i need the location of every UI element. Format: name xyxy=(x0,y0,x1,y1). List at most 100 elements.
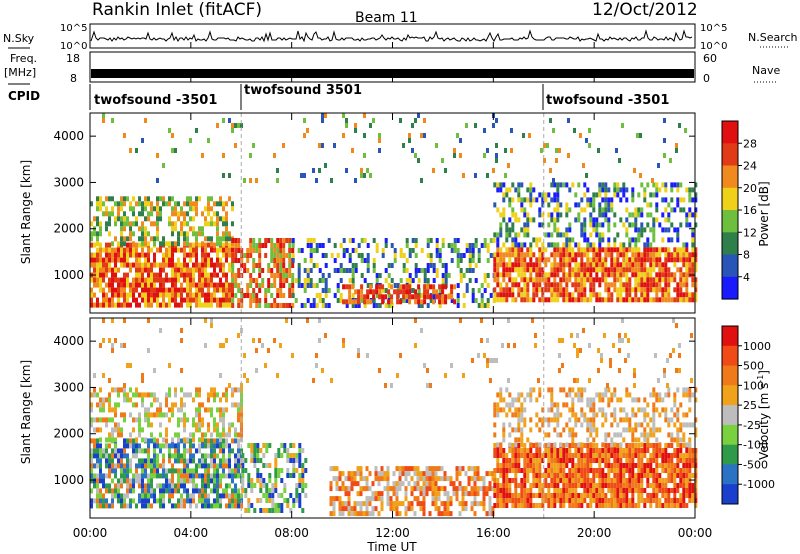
velocity-cell xyxy=(610,468,614,473)
velocity-cell xyxy=(225,493,228,499)
power-cell xyxy=(228,267,231,273)
velocity-cell xyxy=(613,412,617,418)
velocity-cell xyxy=(292,458,296,463)
power-cell xyxy=(366,289,370,295)
velocity-cell xyxy=(592,488,596,493)
velocity-cell xyxy=(526,453,530,458)
velocity-cell xyxy=(177,417,180,423)
power-colorbar-tick-label: 12 xyxy=(743,226,757,239)
velocity-cell xyxy=(661,397,665,403)
velocity-cell xyxy=(464,501,468,507)
power-cell xyxy=(231,303,235,308)
velocity-cell xyxy=(225,443,228,449)
velocity-cell xyxy=(610,412,614,418)
velocity-cell xyxy=(141,478,144,484)
power-cell xyxy=(565,277,569,283)
power-cell xyxy=(159,206,162,212)
power-cell xyxy=(420,303,424,308)
power-cell xyxy=(598,262,602,268)
velocity-cell xyxy=(371,511,375,517)
power-cell xyxy=(171,292,174,298)
velocity-cell xyxy=(165,392,168,398)
velocity-cell xyxy=(437,476,441,482)
velocity-cell xyxy=(634,443,638,448)
velocity-cell xyxy=(517,458,521,463)
velocity-cell xyxy=(386,471,390,477)
power-cell xyxy=(535,237,539,243)
velocity-cell xyxy=(598,468,602,473)
power-cell xyxy=(577,272,581,278)
velocity-cell xyxy=(631,493,635,498)
power-cell xyxy=(541,297,545,303)
power-cell xyxy=(601,222,605,228)
power-cell xyxy=(375,289,379,295)
power-cell xyxy=(670,297,674,303)
velocity-cell xyxy=(262,443,266,448)
velocity-cell xyxy=(135,392,138,398)
velocity-cell xyxy=(547,483,551,488)
power-cell xyxy=(216,231,219,237)
power-cell xyxy=(619,272,623,278)
velocity-cell xyxy=(625,443,629,448)
velocity-cell xyxy=(401,466,405,472)
power-cell xyxy=(93,216,96,222)
power-cell xyxy=(619,277,623,283)
power-cell xyxy=(204,236,207,242)
velocity-cell xyxy=(168,453,171,459)
power-cell xyxy=(222,247,225,253)
power-cell xyxy=(682,282,686,288)
power-cell xyxy=(688,292,692,298)
velocity-cell xyxy=(138,427,141,433)
power-cell xyxy=(171,252,174,258)
velocity-cell xyxy=(679,498,683,503)
velocity-cell xyxy=(604,417,608,423)
velocity-cell xyxy=(544,478,548,483)
power-cell xyxy=(652,237,656,243)
velocity-cell xyxy=(102,397,105,403)
velocity-cell xyxy=(610,493,614,498)
power-cell xyxy=(685,242,689,248)
velocity-cell xyxy=(192,443,195,449)
velocity-cell xyxy=(535,422,539,428)
power-cell xyxy=(228,196,231,202)
velocity-cell xyxy=(99,448,102,454)
velocity-cell xyxy=(216,432,219,438)
velocity-cell xyxy=(556,402,560,408)
power-cell xyxy=(210,262,213,268)
power-cell xyxy=(493,262,497,268)
power-cell xyxy=(105,226,108,232)
velocity-cell xyxy=(99,458,102,464)
power-cell xyxy=(351,268,355,273)
power-cell xyxy=(423,294,427,300)
velocity-cell xyxy=(389,501,393,507)
velocity-cell xyxy=(231,448,234,454)
velocity-cell xyxy=(601,412,605,418)
velocity-cell xyxy=(538,417,542,423)
velocity-cell xyxy=(473,471,477,477)
power-cell xyxy=(553,287,557,293)
power-cell xyxy=(414,268,418,273)
power-cell xyxy=(282,283,286,288)
power-cell xyxy=(291,288,295,293)
power-cell xyxy=(117,292,120,298)
power-cell xyxy=(673,207,677,213)
power-cell xyxy=(195,262,198,268)
velocity-cell xyxy=(153,473,156,479)
power-cell xyxy=(288,238,292,243)
velocity-cell xyxy=(646,468,650,473)
velocity-cell xyxy=(526,488,530,493)
power-cell xyxy=(180,262,183,268)
velocity-cell xyxy=(165,397,168,403)
power-cell xyxy=(625,262,629,268)
velocity-cell xyxy=(244,493,248,498)
power-cell xyxy=(508,247,512,253)
velocity-cell xyxy=(265,493,269,498)
velocity-cell xyxy=(404,506,408,512)
power-cell xyxy=(399,284,403,290)
power-colorbar-tick-label: 28 xyxy=(743,137,757,150)
power-cell xyxy=(649,212,653,218)
power-cell xyxy=(126,236,129,242)
velocity-cell xyxy=(168,488,171,494)
power-cell xyxy=(114,277,117,283)
power-cell xyxy=(520,182,524,188)
